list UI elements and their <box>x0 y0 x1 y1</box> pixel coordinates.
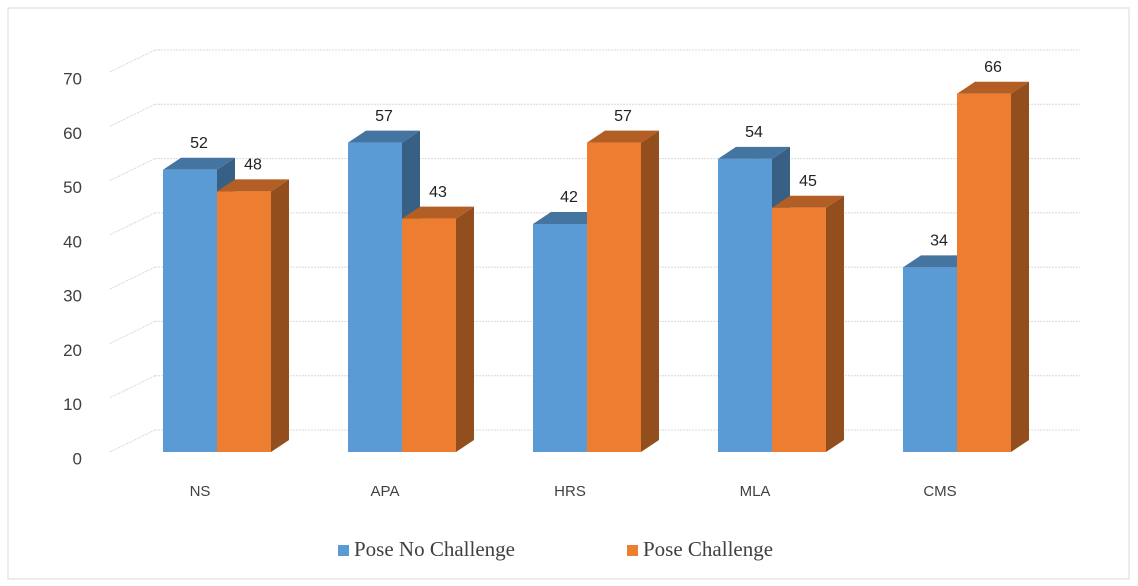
bar-top <box>163 157 235 170</box>
value-label: 57 <box>614 108 632 125</box>
grid-diagonal <box>109 103 156 127</box>
y-tick-label: 30 <box>63 287 82 306</box>
bar-top <box>772 195 844 208</box>
bar-side <box>641 130 659 453</box>
grid-diagonal <box>109 158 156 182</box>
bar-top <box>217 179 289 192</box>
value-label: 42 <box>560 189 578 206</box>
bar-top <box>402 206 474 219</box>
grid-diagonal <box>109 49 156 73</box>
bar <box>903 267 957 452</box>
bar <box>957 93 1011 452</box>
value-label: 43 <box>429 184 447 201</box>
bar <box>533 224 587 452</box>
bar-top <box>587 130 659 143</box>
y-tick-label: 20 <box>63 341 82 360</box>
x-tick-label: APA <box>371 483 400 500</box>
bar <box>772 207 826 452</box>
y-tick-label: 60 <box>63 124 82 143</box>
y-tick-label: 50 <box>63 178 82 197</box>
x-tick-label: CMS <box>923 483 956 500</box>
x-tick-label: MLA <box>740 483 771 500</box>
value-label: 45 <box>799 173 817 190</box>
value-label: 66 <box>984 59 1002 76</box>
bar-top <box>957 81 1029 94</box>
y-tick-label: 0 <box>73 449 82 468</box>
bar-top <box>348 130 420 143</box>
legend-label: Pose No Challenge <box>354 537 515 561</box>
bar-top <box>718 146 790 159</box>
value-label: 34 <box>930 233 948 250</box>
bar <box>587 142 641 453</box>
grid-diagonal <box>109 320 156 344</box>
bar-side <box>271 179 289 452</box>
y-tick-label: 70 <box>63 69 82 88</box>
x-tick-label: NS <box>190 483 211 500</box>
bar-side <box>1011 81 1029 452</box>
y-tick-label: 40 <box>63 232 82 251</box>
y-tick-label: 10 <box>63 395 82 414</box>
bar-side <box>456 206 474 452</box>
bar <box>718 158 772 452</box>
legend-swatch <box>627 545 638 556</box>
bar-side <box>826 195 844 452</box>
legend-label: Pose Challenge <box>643 537 773 561</box>
bar <box>348 142 402 453</box>
x-tick-label: HRS <box>554 483 586 500</box>
value-label: 57 <box>375 108 393 125</box>
grid-diagonal <box>109 429 156 453</box>
bar <box>402 218 456 452</box>
value-label: 52 <box>190 135 208 152</box>
grid-diagonal <box>109 266 156 290</box>
bar <box>163 169 217 452</box>
bar <box>217 191 271 452</box>
grid-diagonal <box>109 375 156 399</box>
value-label: 48 <box>244 157 262 174</box>
legend-swatch <box>338 545 349 556</box>
value-label: 54 <box>745 124 763 141</box>
grid-diagonal <box>109 212 156 236</box>
